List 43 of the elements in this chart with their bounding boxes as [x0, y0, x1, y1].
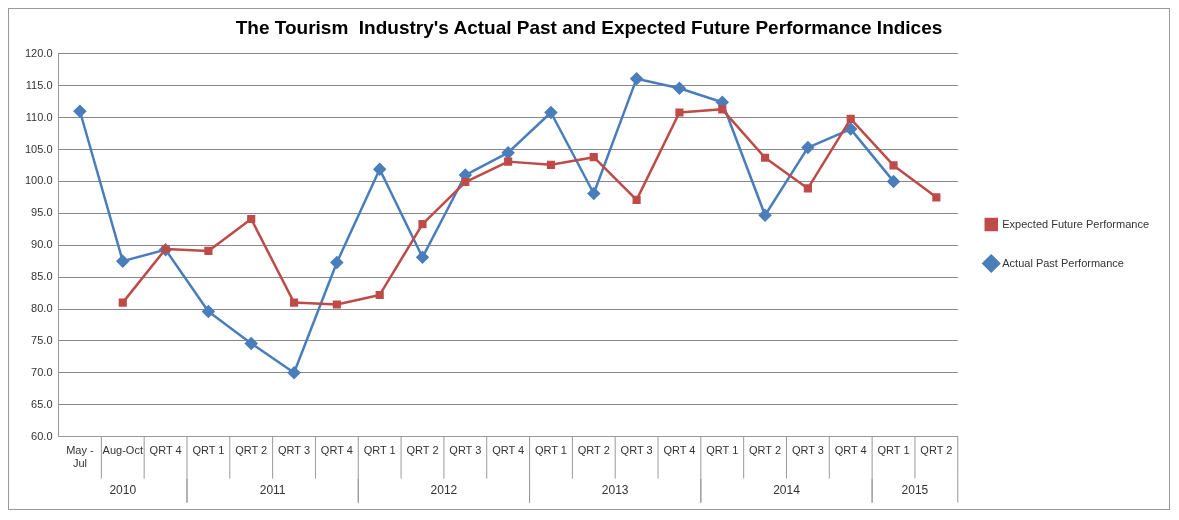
x-tick-label: Aug-Oct: [102, 444, 143, 457]
y-tick-label: 115.0: [25, 78, 53, 91]
x-tick-label: QRT 1: [363, 444, 396, 457]
y-tick-label: 100.0: [25, 174, 53, 187]
x-tick-label: QRT 4: [663, 444, 696, 457]
y-tick-label: 120.0: [25, 46, 53, 59]
x-tick-label: QRT 4: [834, 444, 867, 457]
y-tick-label: 80.0: [31, 302, 53, 315]
y-tick-label: 65.0: [31, 397, 53, 410]
x-tick-label: QRT 3: [791, 444, 824, 457]
x-tick-label: QRT 1: [192, 444, 225, 457]
x-tick-label: QRT 2: [749, 444, 782, 457]
y-tick-label: 85.0: [31, 270, 53, 283]
x-tick-label: QRT 1: [706, 444, 739, 457]
text: 2014: [773, 482, 801, 497]
text: 2011: [259, 482, 286, 497]
x-tick-label: QRT 2: [577, 444, 610, 457]
x-tick-label: QRT 3: [449, 444, 482, 457]
y-tick-label: 105.0: [25, 142, 53, 155]
x-tick-label: QRT 2: [406, 444, 439, 457]
text: 2013: [601, 482, 629, 497]
y-tick-label: 90.0: [31, 238, 53, 251]
chart-title: The Tourism Industry's Actual Past and Expected Future Performance Indices: [235, 16, 943, 38]
x-tick-label: May - Jul: [66, 444, 95, 470]
y-tick-label: 110.0: [25, 110, 53, 123]
y-tick-label: 60.0: [31, 429, 53, 442]
x-tick-label: QRT 1: [534, 444, 567, 457]
x-tick-label: QRT 2: [920, 444, 953, 457]
legend-label: Actual Past Performance: [1002, 256, 1124, 269]
x-tick-label: QRT 3: [620, 444, 653, 457]
y-tick-label: 70.0: [31, 365, 53, 378]
x-tick-label: QRT 1: [877, 444, 910, 457]
x-tick-label: QRT 4: [492, 444, 525, 457]
x-tick-label: QRT 2: [235, 444, 268, 457]
x-tick-label: QRT 3: [278, 444, 311, 457]
text: 2010: [109, 482, 137, 497]
x-tick-label: QRT 4: [320, 444, 353, 457]
text: 2012: [430, 482, 458, 497]
text: 2015: [901, 482, 929, 497]
legend-label: Expected Future Performance: [1002, 217, 1150, 230]
x-tick-label: QRT 4: [149, 444, 182, 457]
y-tick-label: 75.0: [31, 333, 53, 346]
y-tick-label: 95.0: [31, 206, 53, 219]
